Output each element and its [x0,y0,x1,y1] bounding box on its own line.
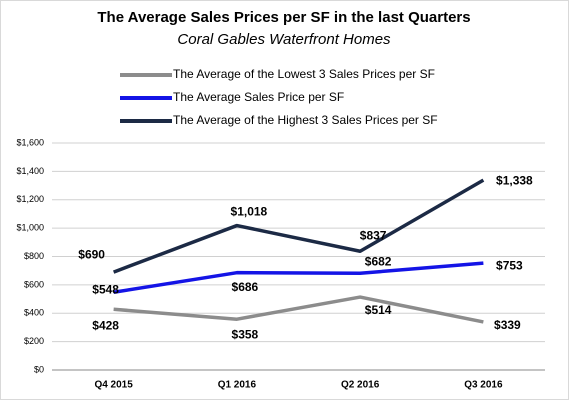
legend-label: The Average Sales Price per SF [173,90,344,104]
data-label: $690 [78,247,105,261]
data-label: $682 [365,254,392,268]
series-line [113,178,485,274]
data-label: $339 [494,318,521,332]
data-label: $1,018 [231,205,268,219]
legend-label: The Average of the Lowest 3 Sales Prices… [173,67,435,81]
data-label: $686 [232,280,259,294]
y-tick-label: $800 [24,251,44,261]
data-label: $358 [232,327,259,341]
series-line [113,261,484,294]
data-label: $837 [360,228,387,242]
data-label: $428 [92,318,119,332]
data-label: $753 [496,258,523,272]
data-label: $1,338 [496,173,533,187]
x-tick-label: Q4 2015 [94,380,133,391]
y-tick-label: $400 [24,308,44,318]
data-label: $514 [365,303,392,317]
x-tick-label: Q1 2016 [218,380,257,391]
series-line [113,295,484,324]
y-tick-label: $0 [34,364,44,374]
chart-title: The Average Sales Prices per SF in the l… [97,9,470,26]
legend-label: The Average of the Highest 3 Sales Price… [173,113,438,127]
y-tick-label: $600 [24,279,44,289]
y-tick-label: $1,200 [16,194,44,204]
y-tick-label: $1,000 [16,223,44,233]
y-tick-label: $200 [24,336,44,346]
y-tick-label: $1,600 [16,137,44,147]
x-tick-label: Q3 2016 [464,380,503,391]
data-label: $548 [92,282,119,296]
x-tick-label: Q2 2016 [341,380,380,391]
chart-subtitle: Coral Gables Waterfront Homes [177,31,391,48]
y-tick-label: $1,400 [16,166,44,176]
